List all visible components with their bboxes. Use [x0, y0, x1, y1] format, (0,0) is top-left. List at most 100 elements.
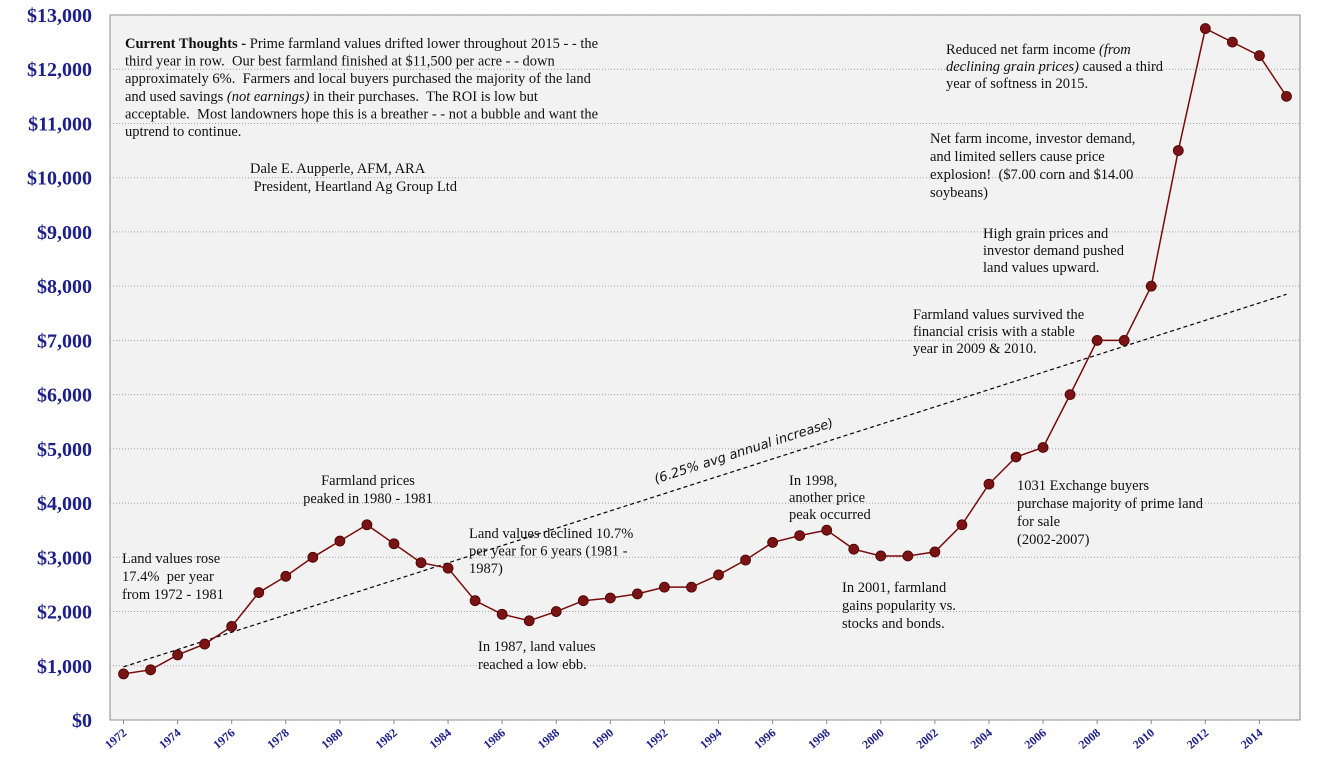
annotation-text: uptrend to continue.	[125, 124, 241, 140]
point	[415, 557, 427, 569]
annotation-line: explosion! ($7.00 corn and $14.00	[930, 167, 1133, 183]
annotation-text: Prime farmland values drifted lower thro…	[246, 36, 598, 52]
point	[604, 592, 616, 604]
annotation-line: for sale	[1017, 514, 1060, 530]
point	[1064, 389, 1076, 401]
annotation-line: In 2001, farmland	[842, 580, 947, 596]
annotation-italic: declining grain prices)	[946, 59, 1079, 75]
point	[550, 606, 562, 617]
annotation-text: third year in row. Our best farmland fin…	[125, 54, 556, 70]
annotation-text: Farmland prices	[321, 473, 415, 489]
point	[1091, 334, 1103, 346]
annotation-line: President, Heartland Ag Group Ltd	[250, 179, 458, 195]
annotation-italic: (from	[1099, 42, 1131, 58]
point	[496, 608, 508, 620]
annotation-text: in their purchases. The ROI is low but	[309, 89, 537, 105]
annotation-text: 1031 Exchange buyers	[1017, 478, 1149, 494]
annotation-text: In 2001, farmland	[842, 580, 947, 596]
y-tick-label: $13,000	[27, 5, 92, 27]
x-tick-label: 1996	[751, 726, 778, 752]
point	[442, 562, 454, 574]
x-tick-label: 2002	[913, 726, 940, 752]
point	[577, 595, 589, 607]
annotation-line: 17.4% per year	[122, 569, 214, 585]
point	[253, 587, 265, 598]
annotation-line: Current Thoughts - Prime farmland values…	[125, 36, 598, 52]
point	[199, 638, 211, 650]
annotation-text: soybeans)	[930, 185, 988, 201]
annotation-text: for sale	[1017, 514, 1060, 530]
annotation-line: and limited sellers cause price	[930, 149, 1105, 165]
y-tick-label: $12,000	[27, 59, 92, 81]
annotation-line: purchase majority of prime land	[1017, 496, 1204, 512]
annotation-text: reached a low ebb.	[478, 657, 587, 673]
point	[631, 588, 643, 600]
point	[983, 478, 995, 490]
x-tick-label: 1976	[210, 726, 237, 752]
point	[361, 519, 373, 531]
x-tick-label: 1990	[589, 726, 616, 752]
x-tick-label: 1982	[373, 726, 400, 752]
annotation-line: and used savings (not earnings) in their…	[125, 89, 538, 105]
annotation-line: Reduced net farm income (from	[946, 42, 1131, 58]
point	[956, 519, 968, 531]
annotation-line: 1031 Exchange buyers	[1017, 478, 1149, 494]
annotation-text: 17.4% per year	[122, 569, 214, 585]
point	[334, 535, 346, 547]
point	[1118, 334, 1130, 346]
y-tick-label: $9,000	[37, 222, 92, 244]
point	[902, 550, 914, 562]
annotation-line: (2002-2007)	[1017, 532, 1090, 548]
point	[1199, 23, 1211, 34]
annotation-text: President, Heartland Ag Group Ltd	[250, 179, 458, 195]
x-tick-label: 1992	[643, 726, 670, 752]
point	[172, 649, 184, 661]
x-tick-label: 1986	[481, 726, 508, 752]
point	[1172, 145, 1184, 156]
annotation-text: per year for 6 years (1981 -	[469, 544, 628, 560]
x-tick-label: 2004	[968, 726, 995, 752]
point	[307, 551, 319, 563]
x-tick-label: 1994	[697, 726, 724, 752]
annotation-line: year in 2009 & 2010.	[913, 341, 1037, 357]
x-tick-label: 2010	[1130, 726, 1157, 752]
annotation-line: third year in row. Our best farmland fin…	[125, 54, 556, 70]
annotation-line: reached a low ebb.	[478, 657, 587, 673]
annotation-line: Dale E. Aupperle, AFM, ARA	[250, 161, 426, 177]
annotation-text: approximately 6%. Farmers and local buye…	[125, 71, 592, 87]
annotation-bold: Current Thoughts -	[125, 36, 246, 52]
annotation-text: peak occurred	[789, 507, 871, 523]
point	[1281, 90, 1292, 102]
point	[145, 664, 156, 676]
annotation-text: In 1998,	[789, 473, 837, 489]
y-tick-label: $4,000	[37, 493, 92, 515]
annotation-text: and limited sellers cause price	[930, 149, 1105, 165]
annotation-line: declining grain prices) caused a third	[946, 59, 1164, 75]
x-tick-label: 2000	[859, 726, 886, 752]
annotation-text: Farmland values survived the	[913, 307, 1084, 323]
annotation-text: Reduced net farm income	[946, 42, 1099, 58]
x-tick-label: 2014	[1238, 726, 1265, 752]
point	[280, 570, 292, 582]
annotation-line: Farmland prices	[321, 473, 415, 489]
x-tick-label: 2006	[1022, 726, 1049, 752]
annotation-line: In 1987, land values	[478, 639, 596, 655]
annotation-line: peak occurred	[789, 507, 871, 523]
point	[1037, 442, 1049, 453]
point	[118, 668, 129, 680]
annotation-text: land values upward.	[983, 260, 1099, 276]
annotation-line: investor demand pushed	[983, 243, 1125, 259]
annotation-text: caused a third	[1079, 59, 1164, 75]
annotation-text: financial crisis with a stable	[913, 324, 1075, 340]
point	[821, 524, 833, 536]
annotation-text: and used savings	[125, 89, 227, 105]
point	[226, 621, 238, 632]
point	[713, 569, 724, 581]
annotation-text: from 1972 - 1981	[122, 587, 224, 603]
annotation-line: from 1972 - 1981	[122, 587, 224, 603]
x-tick-label: 1998	[805, 726, 832, 752]
annotation-line: Land values rose	[122, 551, 220, 567]
annotation-line: peaked in 1980 - 1981	[303, 491, 433, 507]
annotation-text: another price	[789, 490, 865, 506]
y-tick-label: $5,000	[37, 439, 92, 461]
